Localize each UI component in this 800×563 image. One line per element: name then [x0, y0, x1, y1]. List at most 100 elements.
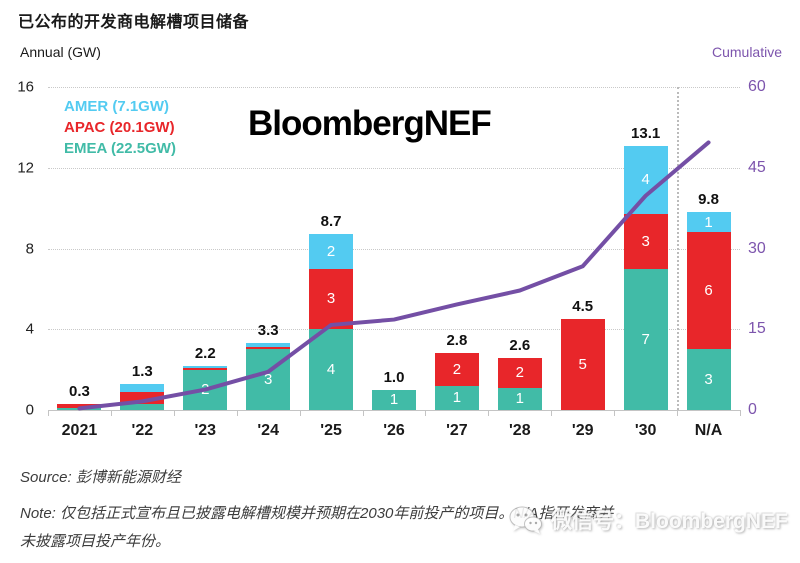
note-text-line1: Note: 仅包括正式宣布且已披露电解槽规模并预期在2030年前投产的项目。N/… — [20, 505, 614, 522]
bar-segment-value: 1 — [704, 213, 713, 231]
bar-total-label: 1.3 — [131, 362, 153, 380]
bar-segment-value: 1 — [452, 389, 462, 407]
x-axis-category-label: '30 — [634, 422, 657, 439]
x-axis-tick — [236, 410, 238, 416]
x-axis-category-label: '25 — [320, 422, 342, 439]
x-axis-category-label: '28 — [509, 422, 531, 439]
left-axis-tick-label: 8 — [25, 240, 34, 257]
bar-segment-apac: 5 — [560, 319, 605, 410]
bar-segment-apac: 3 — [309, 268, 354, 330]
legend-item-emea: EMEA (22.5GW) — [64, 140, 176, 157]
right-axis-tick-label: 30 — [748, 239, 766, 257]
bar-total-label: 0.3 — [69, 382, 90, 400]
legend: AMER (7.1GW) APAC (20.1GW) EMEA (22.5GW) — [64, 96, 176, 159]
left-axis-title: Annual (GW) — [20, 44, 101, 60]
note-text-line2: 未披露项目投产年份。 — [20, 533, 171, 550]
x-axis-category-label: '27 — [446, 422, 468, 439]
left-axis-tick-label: 4 — [25, 320, 34, 338]
bar-segment-emea: 1 — [497, 387, 542, 410]
left-axis-tick-label: 12 — [17, 159, 34, 177]
bar-segment-apac: 6 — [686, 232, 731, 350]
bar-segment-value: 1 — [515, 390, 524, 408]
x-axis-category-label: '22 — [131, 422, 154, 439]
bar-segment-value: 4 — [641, 171, 650, 189]
x-axis-tick — [488, 410, 490, 416]
bar-segment-amer: 2 — [309, 234, 354, 269]
bar-segment-value: 1 — [389, 391, 399, 409]
bar-segment-apac — [120, 391, 165, 404]
bar-segment-value: 2 — [326, 243, 336, 261]
bar-segment-emea: 3 — [686, 349, 731, 410]
x-axis-category-label: '29 — [571, 422, 594, 439]
x-axis-tick — [110, 410, 112, 416]
bar-segment-apac: 2 — [497, 357, 542, 388]
bar-segment-value: 7 — [641, 330, 650, 348]
bar-segment-value: 3 — [326, 290, 336, 308]
legend-item-amer: AMER (7.1GW) — [64, 98, 169, 115]
bar-segment-apac — [246, 347, 291, 350]
x-axis-tick — [551, 410, 553, 416]
legend-item-apac: APAC (20.1GW) — [64, 119, 175, 136]
x-axis-tick — [48, 410, 49, 416]
bar-segment-amer: 1 — [686, 212, 731, 233]
bar-segment-value: 2 — [201, 381, 210, 399]
x-axis-tick — [299, 410, 301, 416]
bar-total-label: 13.1 — [631, 124, 661, 142]
right-axis-tick-label: 15 — [748, 320, 766, 338]
bar-total-label: 9.8 — [698, 191, 719, 209]
bar-segment-value: 4 — [326, 361, 336, 379]
gridline — [48, 87, 740, 88]
x-axis-tick — [677, 410, 679, 416]
bar-segment-amer: 4 — [623, 145, 668, 215]
x-axis-category-label: '23 — [194, 422, 217, 439]
bar-total-label: 2.6 — [509, 336, 531, 354]
x-axis-tick — [740, 410, 741, 416]
bar-total-label: 3.3 — [257, 322, 279, 340]
bar-segment-apac: 3 — [623, 214, 668, 269]
right-axis-tick-label: 0 — [748, 401, 757, 418]
bar-segment-apac — [183, 367, 228, 370]
bar-segment-value: 6 — [704, 282, 713, 300]
bar-total-label: 4.5 — [572, 298, 594, 316]
bar-segment-amer — [120, 383, 165, 392]
bar-segment-apac: 2 — [434, 353, 479, 386]
bar-segment-value: 3 — [264, 371, 273, 389]
x-axis-category-label: N/A — [694, 422, 723, 439]
x-axis-category-label: 2021 — [61, 422, 98, 439]
x-axis-tick — [425, 410, 427, 416]
bar-segment-emea — [120, 403, 165, 410]
source-text: Source: 彭博新能源财经 — [20, 469, 181, 486]
right-axis-tick-label: 45 — [748, 158, 766, 176]
right-axis-tick-label: 60 — [748, 78, 766, 95]
x-axis-category-label: '24 — [257, 422, 279, 439]
bar-segment-value: 3 — [704, 371, 713, 389]
bar-segment-value: 2 — [452, 361, 462, 379]
right-axis-title: Cumulative — [711, 44, 782, 60]
bar-total-label: 8.7 — [320, 213, 342, 231]
bar-segment-emea: 4 — [309, 329, 354, 410]
left-axis-tick-label: 16 — [17, 78, 34, 96]
bar-segment-value: 3 — [641, 232, 650, 250]
x-axis-tick — [362, 410, 364, 416]
bar-segment-value: 5 — [578, 356, 587, 374]
bar-segment-apac — [57, 403, 102, 408]
bar-total-label: 2.2 — [194, 344, 216, 362]
bar-segment-emea: 7 — [623, 268, 668, 410]
x-axis-tick — [173, 410, 175, 416]
bar-segment-amer — [183, 365, 228, 368]
bar-segment-emea: 1 — [372, 389, 416, 410]
bar-segment-emea: 3 — [246, 349, 291, 410]
bar-total-label: 1.0 — [383, 368, 405, 386]
x-axis-category-label: '26 — [383, 422, 405, 439]
bar-segment-emea — [57, 407, 102, 410]
gridline — [48, 410, 740, 411]
left-axis-tick-label: 0 — [25, 401, 34, 419]
bloombergnef-logo: BloombergNEF — [248, 104, 492, 143]
x-axis-tick — [614, 410, 616, 416]
bar-segment-value: 2 — [515, 364, 524, 382]
bar-segment-emea: 1 — [434, 385, 479, 410]
page-title: 已公布的开发商电解槽项目储备 — [18, 14, 250, 31]
bar-segment-amer — [246, 343, 291, 348]
bar-segment-emea: 2 — [183, 369, 228, 410]
